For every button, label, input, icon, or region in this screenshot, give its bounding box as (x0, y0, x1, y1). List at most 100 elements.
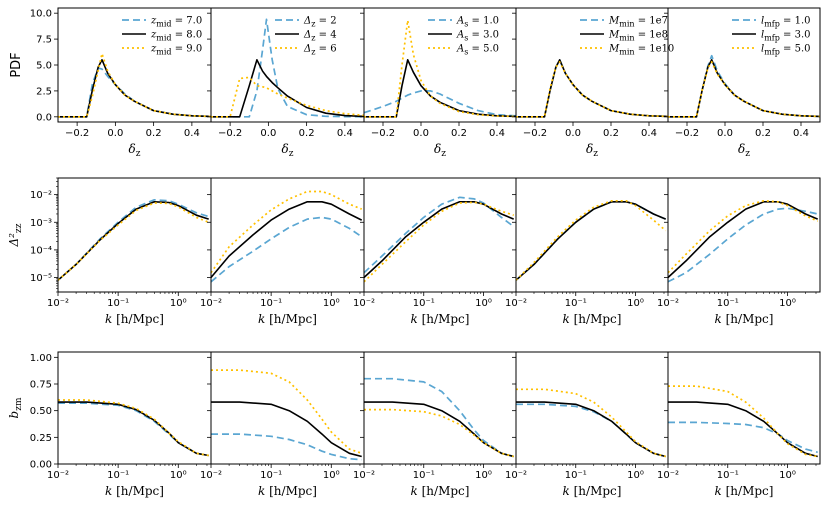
x-tick-label: 10⁻² (657, 470, 679, 481)
series-dashed (515, 200, 667, 281)
series-dotted (667, 199, 819, 274)
x-tick-label: 0.2 (603, 128, 619, 139)
series-dashed (363, 196, 515, 274)
x-tick-label: 0.2 (299, 128, 315, 139)
series-solid (211, 58, 365, 118)
x-axis-label: δz (434, 142, 446, 159)
y-tick-label: 0.00 (30, 460, 52, 471)
x-tick-label: 0.4 (489, 128, 505, 139)
series-dotted (58, 399, 209, 457)
y-axis-label: bzm (7, 397, 24, 418)
panel-pdf-A_s: −0.2 0.0 0.2 0.4 δz As = 1.0As = 3.0As = 5.0 (360, 7, 517, 159)
series-dashed (668, 421, 818, 454)
legend-entry: Mmin = 1e10 (608, 44, 674, 57)
x-tick-label: 10⁻² (200, 470, 222, 481)
x-tick-label: 10⁻¹ (565, 298, 587, 309)
x-tick-label: 0.4 (793, 128, 809, 139)
series-dotted (57, 202, 210, 281)
axes-frame (57, 177, 212, 293)
series-dashed (667, 207, 818, 283)
legend-entry: Mmin = 1e8 (608, 30, 668, 43)
x-tick-label: 10⁰ (627, 470, 644, 481)
legend-entry: As = 3.0 (456, 30, 499, 43)
x-axis-label: k [h/Mpc] (563, 312, 622, 326)
series-dashed (364, 377, 514, 458)
series-dotted (516, 388, 666, 458)
series-dotted (668, 385, 818, 458)
axes-frame (667, 177, 821, 293)
x-tick-label: 0.4 (337, 128, 353, 139)
y-tick-label: 2.5 (36, 86, 52, 97)
x-tick-label: 0.0 (413, 128, 429, 139)
series-solid (364, 401, 514, 458)
y-tick-label: 7.5 (36, 35, 52, 46)
series-dotted (668, 61, 821, 118)
x-tick-label: 10⁻¹ (717, 298, 739, 309)
x-axis-label: k [h/Mpc] (105, 312, 164, 326)
legend-entry: Mmin = 1e7 (608, 16, 668, 29)
series-dotted (211, 369, 362, 455)
x-tick-label: 10⁻¹ (717, 470, 739, 481)
legend-entry: As = 1.0 (456, 16, 499, 29)
legend-entry: lmfp = 5.0 (761, 44, 811, 57)
series-solid (364, 58, 517, 118)
series-solid (516, 401, 666, 458)
panel-bias-A_s: 10⁻² 10⁻¹ 10⁰ k [h/Mpc] (353, 351, 517, 498)
x-tick-label: −0.2 (65, 128, 89, 139)
series-dotted (58, 52, 212, 118)
x-tick-label: 10⁻¹ (565, 470, 587, 481)
x-tick-label: 10⁻¹ (260, 470, 282, 481)
series-dashed (211, 18, 365, 118)
y-tick-label: 10⁻⁵ (30, 273, 52, 284)
series-dotted (211, 76, 365, 118)
legend-entry: zmid = 8.0 (150, 30, 202, 43)
series-dashed (211, 433, 362, 461)
panel-bias-Delta_z: 10⁻² 10⁻¹ 10⁰ k [h/Mpc] (200, 351, 365, 498)
x-axis-label: δz (738, 142, 750, 159)
axes-frame (57, 351, 212, 465)
x-tick-label: 0.0 (565, 128, 581, 139)
x-tick-label: −0.2 (218, 128, 242, 139)
legend-entry: lmfp = 1.0 (761, 16, 811, 29)
series-solid (515, 201, 667, 281)
x-tick-label: 10⁻² (505, 298, 527, 309)
y-tick-label: 0.50 (30, 406, 52, 417)
series-solid (516, 58, 669, 118)
x-axis-label: k [h/Mpc] (258, 312, 317, 326)
panel-power-l_mfp: 10⁻² 10⁻¹ 10⁰ k [h/Mpc] (657, 177, 821, 326)
panel-bias-l_mfp: 10⁻² 10⁻¹ 10⁰ k [h/Mpc] (657, 351, 821, 498)
x-tick-label: 10⁻¹ (107, 298, 129, 309)
x-axis-label: k [h/Mpc] (715, 312, 774, 326)
x-tick-label: 10⁰ (475, 470, 492, 481)
series-dotted (364, 408, 514, 458)
x-tick-label: 10⁻² (353, 298, 375, 309)
series-solid (667, 201, 819, 279)
x-tick-label: 10⁻² (47, 298, 69, 309)
y-axis-label: PDF (9, 52, 24, 77)
x-tick-label: 0.4 (184, 128, 200, 139)
x-axis-label: k [h/Mpc] (715, 484, 774, 498)
x-axis-label: k [h/Mpc] (258, 484, 317, 498)
panel-bias-M_min: 10⁻² 10⁻¹ 10⁰ k [h/Mpc] (505, 351, 669, 498)
x-tick-label: −0.2 (523, 128, 547, 139)
x-tick-label: 10⁰ (475, 298, 492, 309)
axes-frame (363, 177, 517, 293)
x-tick-label: 0.0 (260, 128, 276, 139)
x-axis-label: k [h/Mpc] (563, 484, 622, 498)
x-tick-label: 10⁻¹ (413, 470, 435, 481)
axes-frame (667, 351, 821, 465)
x-tick-label: 10⁰ (323, 470, 340, 481)
series-solid (211, 401, 362, 458)
series-dashed (516, 58, 669, 118)
x-tick-label: 10⁻² (657, 298, 679, 309)
x-tick-label: 0.0 (717, 128, 733, 139)
x-axis-label: k [h/Mpc] (105, 484, 164, 498)
x-axis-label: δz (586, 142, 598, 159)
series-dotted (364, 19, 517, 118)
series-dashed (516, 403, 666, 458)
y-tick-label: 10⁻⁴ (30, 245, 52, 256)
legend-entry: lmfp = 3.0 (761, 30, 811, 43)
axes-frame (515, 177, 669, 293)
x-tick-label: 10⁻¹ (107, 470, 129, 481)
